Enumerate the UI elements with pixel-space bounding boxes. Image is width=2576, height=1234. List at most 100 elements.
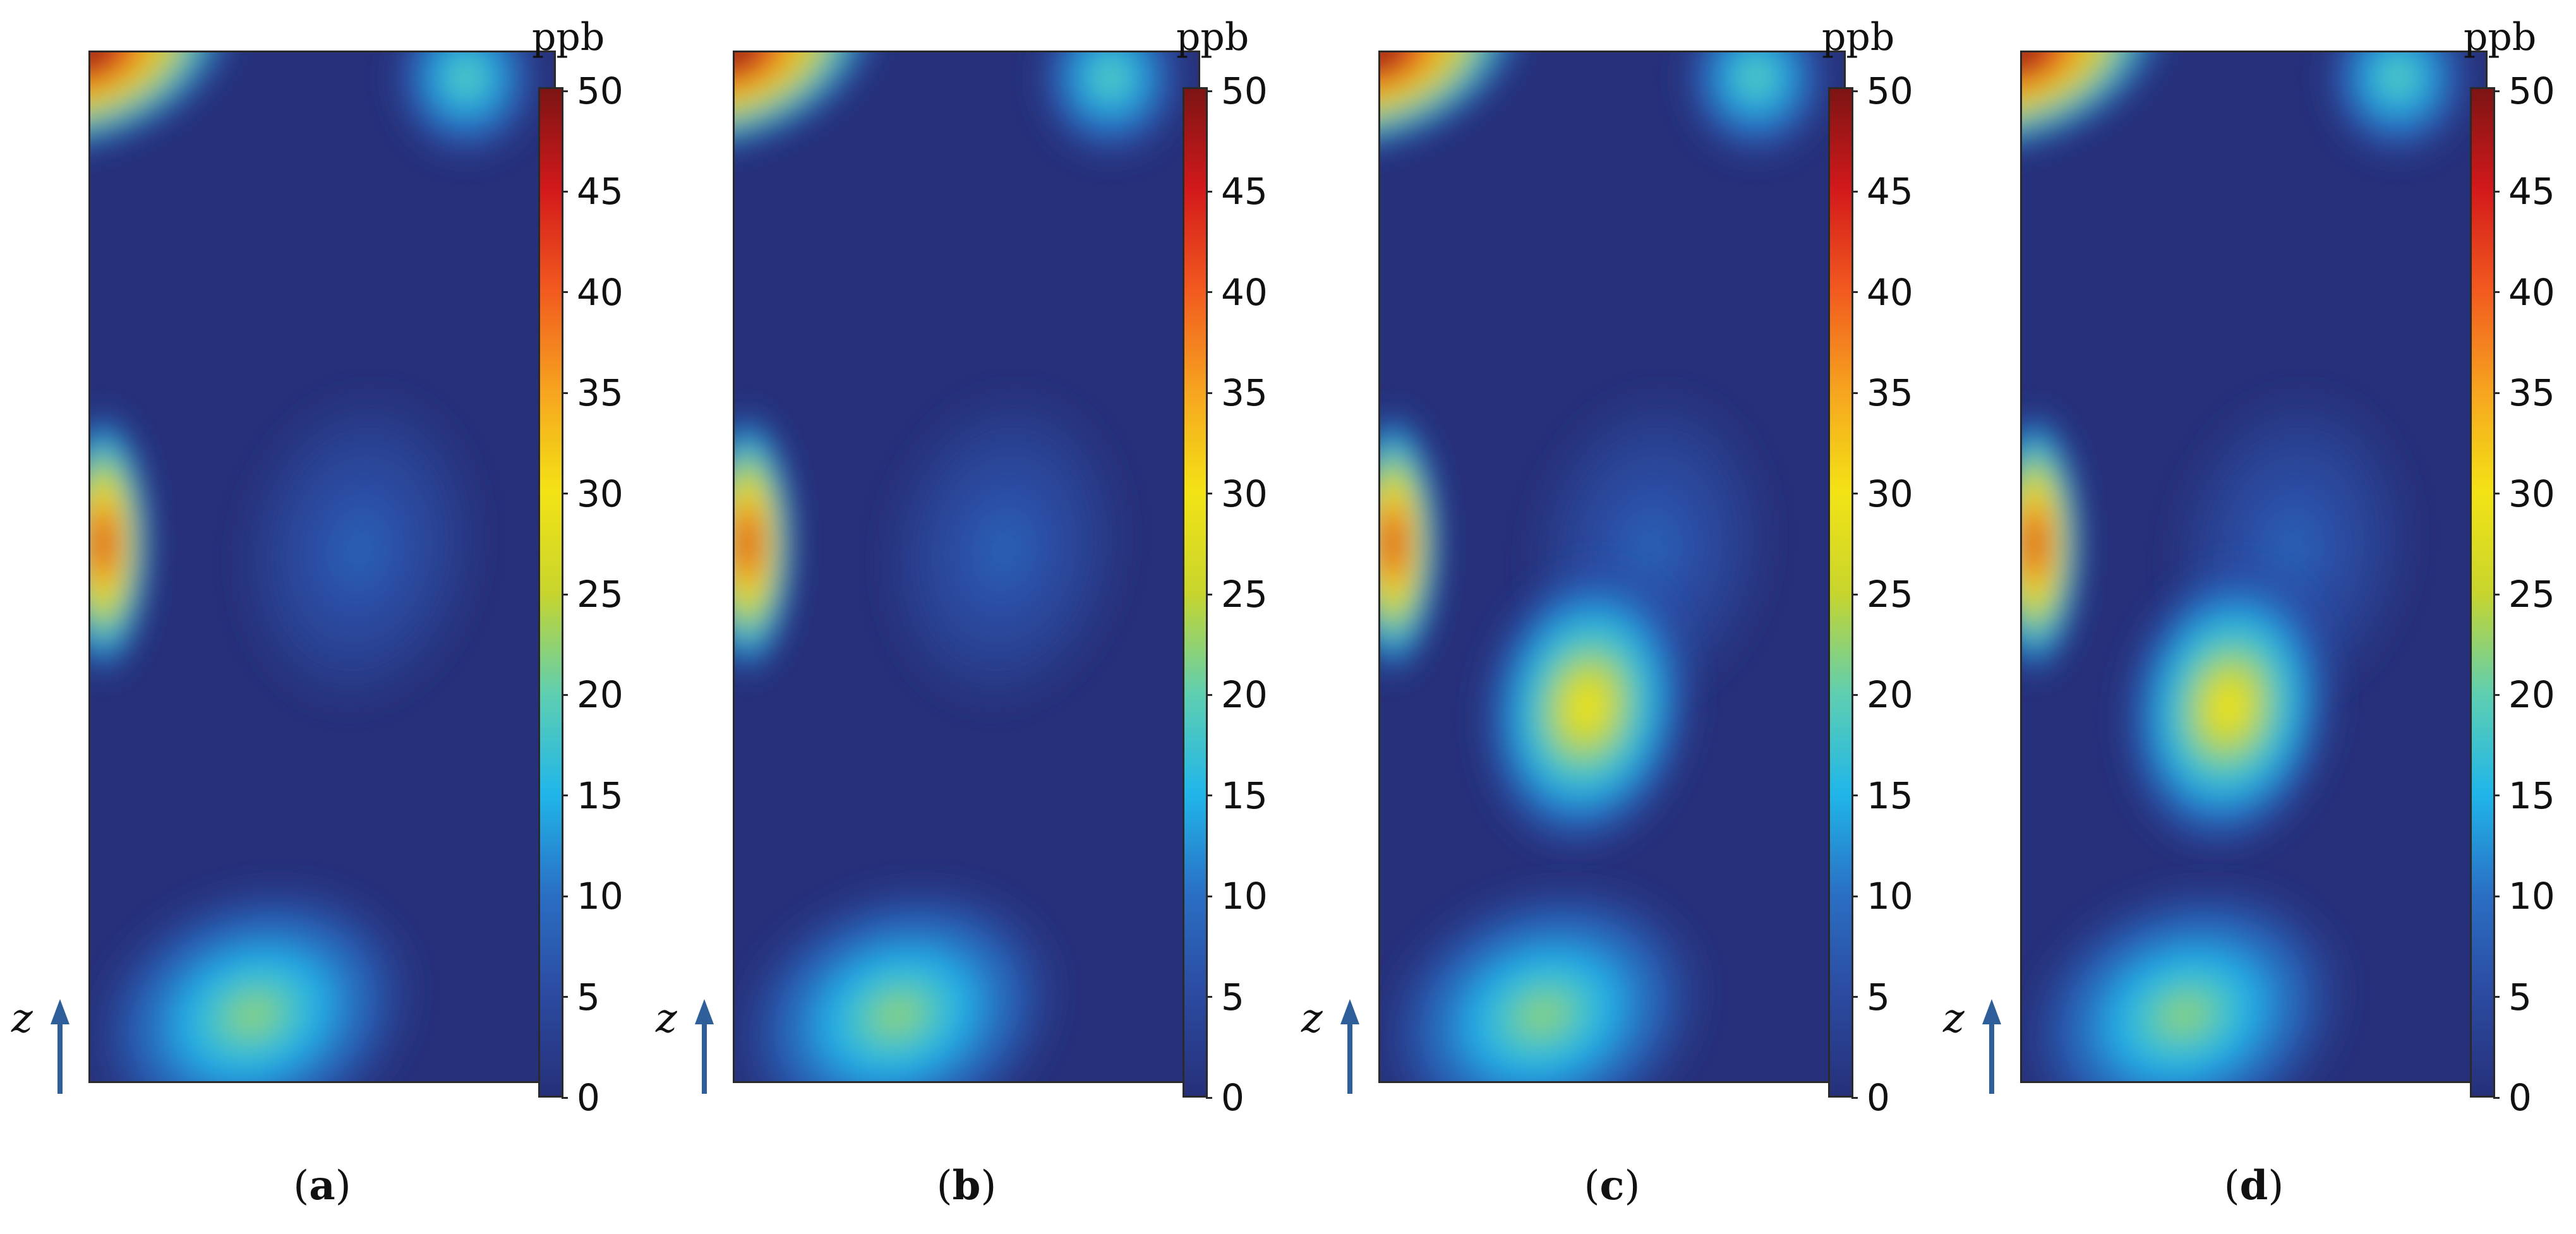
colorbar-tick-label: 20 xyxy=(1867,673,1913,717)
colorbar-tick-label: 40 xyxy=(1221,270,1268,314)
colorbar-tick xyxy=(562,996,568,998)
colorbar-tick xyxy=(562,794,568,797)
colorbar-tick-label: 40 xyxy=(577,270,623,314)
heatmap xyxy=(88,51,556,1083)
colorbar-tick xyxy=(1851,996,1858,998)
heatmap-svg xyxy=(2022,52,2486,1081)
colorbar-gradient xyxy=(540,89,562,1096)
z-axis-arrow-icon xyxy=(1340,999,1359,1094)
colorbar-unit-label: ppb xyxy=(532,15,605,59)
colorbar-tick-label: 30 xyxy=(2508,472,2555,515)
panel-caption-letter: b xyxy=(952,1162,981,1209)
hotspot-bottom-left xyxy=(738,884,1057,1081)
colorbar-tick-label: 10 xyxy=(577,875,623,918)
colorbar-tick-label: 30 xyxy=(577,472,623,515)
colorbar-tick-label: 25 xyxy=(1867,573,1913,616)
colorbar-tick xyxy=(2493,190,2500,193)
colorbar-tick xyxy=(2493,90,2500,92)
colorbar-tick-label: 35 xyxy=(577,371,623,415)
colorbar-gradient xyxy=(1830,89,1851,1096)
colorbar-tick-label: 20 xyxy=(2508,673,2555,717)
colorbar-tick xyxy=(1206,392,1212,394)
z-axis-arrow-icon xyxy=(51,999,69,1094)
colorbar-tick-label: 15 xyxy=(577,774,623,817)
colorbar-tick-label: 25 xyxy=(577,573,623,616)
colorbar-tick-label: 5 xyxy=(1221,975,1244,1019)
colorbar-gradient xyxy=(1184,89,1206,1096)
colorbar-tick-label: 50 xyxy=(1867,69,1913,112)
colorbar-tick xyxy=(1206,1096,1212,1099)
colorbar-tick xyxy=(1851,593,1858,596)
colorbar-tick xyxy=(1206,996,1212,998)
panel-caption: (d) xyxy=(2224,1162,2284,1209)
colorbar-tick xyxy=(1206,190,1212,193)
colorbar-tick xyxy=(1206,291,1212,294)
hotspot-center-upper xyxy=(239,393,481,706)
colorbar-tick-label: 30 xyxy=(1221,472,1268,515)
panel-caption: (a) xyxy=(293,1162,351,1209)
colorbar-tick-label: 0 xyxy=(577,1076,600,1119)
colorbar-tick-label: 0 xyxy=(1867,1076,1890,1119)
colorbar-tick-label: 5 xyxy=(577,975,600,1019)
colorbar-tick-label: 15 xyxy=(1221,774,1268,817)
colorbar-tick xyxy=(562,190,568,193)
hotspot-bottom-left xyxy=(1384,884,1702,1081)
colorbar-tick-label: 40 xyxy=(2508,270,2555,314)
colorbar-tick xyxy=(1206,794,1212,797)
colorbar-unit-label: ppb xyxy=(1822,15,1895,59)
colorbar-tick xyxy=(2493,493,2500,495)
colorbar-tick xyxy=(1206,493,1212,495)
colorbar-tick xyxy=(562,493,568,495)
colorbar: 0 5 10 15 20 25 30 35 40 45 50 xyxy=(538,73,623,1116)
colorbar-tick xyxy=(2493,291,2500,294)
colorbar-tick xyxy=(562,1096,568,1099)
colorbar-tick xyxy=(1851,392,1858,394)
hotspot-left-edge-middle xyxy=(1380,410,1443,676)
colorbar-tick xyxy=(562,895,568,897)
colorbar-tick xyxy=(2493,392,2500,394)
colorbar-tick xyxy=(2493,1096,2500,1099)
hotspot-top-left-corner xyxy=(90,52,236,155)
colorbar-tick xyxy=(1206,90,1212,92)
colorbar-tick xyxy=(562,693,568,696)
colorbar-tick-label: 20 xyxy=(577,673,623,717)
colorbar-tick xyxy=(1851,794,1858,797)
colorbar-tick-label: 45 xyxy=(1867,170,1913,213)
colorbar-unit-label: ppb xyxy=(2464,15,2537,59)
colorbar-tick-label: 50 xyxy=(1221,69,1268,112)
heatmap-svg xyxy=(735,52,1198,1081)
colorbar-tick xyxy=(2493,996,2500,998)
panel-caption: (b) xyxy=(936,1162,997,1209)
colorbar-tick-label: 50 xyxy=(577,69,623,112)
colorbar-tick-label: 10 xyxy=(1221,875,1268,918)
hotspot-top-right-edge xyxy=(1681,52,1832,160)
colorbar-tick-label: 35 xyxy=(1221,371,1268,415)
colorbar-tick xyxy=(1851,1096,1858,1099)
colorbar-tick xyxy=(562,90,568,92)
z-axis-label: z xyxy=(656,995,677,1042)
colorbar: 0 5 10 15 20 25 30 35 40 45 50 xyxy=(1183,73,1268,1116)
colorbar-tick xyxy=(562,291,568,294)
colorbar: 0 5 10 15 20 25 30 35 40 45 50 xyxy=(1828,73,1913,1116)
colorbar-tick-label: 5 xyxy=(2508,975,2532,1019)
colorbar: 0 5 10 15 20 25 30 35 40 45 50 xyxy=(2470,73,2555,1116)
colorbar-tick-label: 0 xyxy=(2508,1076,2532,1119)
z-axis-arrow-icon xyxy=(695,999,714,1094)
hotspot-left-edge-middle xyxy=(2022,410,2085,676)
colorbar-tick-label: 5 xyxy=(1867,975,1890,1019)
z-axis-label: z xyxy=(1943,995,1965,1042)
panel-b: ppb 0 5 10 15 20 25 30 35 40 45 50 z (b) xyxy=(644,0,1289,1234)
hotspot-top-right-edge xyxy=(391,52,542,160)
heatmap xyxy=(2020,51,2488,1083)
colorbar-tick xyxy=(562,392,568,394)
panel-d: ppb 0 5 10 15 20 25 30 35 40 45 50 z (d) xyxy=(1932,0,2576,1234)
hotspot-center-upper xyxy=(883,393,1125,706)
colorbar-tick xyxy=(2493,794,2500,797)
colorbar-tick-label: 30 xyxy=(1867,472,1913,515)
colorbar-tick-label: 15 xyxy=(2508,774,2555,817)
colorbar-tick-label: 10 xyxy=(1867,875,1913,918)
heatmap xyxy=(733,51,1200,1083)
colorbar-tick xyxy=(1851,291,1858,294)
hotspot-center xyxy=(2121,563,2337,851)
colorbar-tick-label: 50 xyxy=(2508,69,2555,112)
